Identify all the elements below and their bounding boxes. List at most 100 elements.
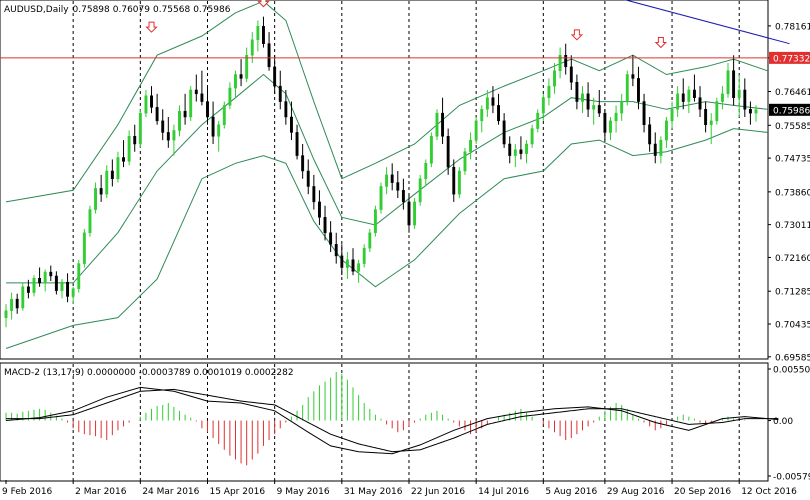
bull-candle xyxy=(138,112,142,145)
bull-candle xyxy=(715,101,719,122)
bear-candle xyxy=(569,66,573,83)
bear-candle xyxy=(407,201,411,226)
macd-plot xyxy=(5,371,779,466)
bear-candle xyxy=(161,120,165,133)
bear-candle xyxy=(575,82,579,102)
price-tick-label: 0.78161 xyxy=(775,22,810,32)
price-tick-label: 0.70435 xyxy=(775,321,810,331)
price-tick-label: 0.71285 xyxy=(775,288,810,298)
bear-candle xyxy=(508,143,512,156)
price-tick-label: 0.75585 xyxy=(775,122,810,132)
bear-candle xyxy=(312,186,316,203)
bull-candle xyxy=(362,247,366,264)
bear-candle xyxy=(648,124,652,145)
bear-candle xyxy=(289,116,293,133)
bear-candle xyxy=(396,182,400,191)
bear-candle xyxy=(401,190,405,203)
bull-candle xyxy=(536,112,540,129)
bear-candle xyxy=(262,26,265,44)
bear-candle xyxy=(390,174,394,183)
bull-candle xyxy=(127,136,131,162)
bull-candle xyxy=(105,170,109,195)
macd-tick-label: 0.00 xyxy=(773,417,793,427)
price-axis: 0.78161 0.77332 0.76461 0.75585 0.74735 0.738… xyxy=(768,22,810,483)
bull-candle xyxy=(189,89,193,118)
bear-candle xyxy=(301,155,305,172)
bull-candle xyxy=(217,124,221,137)
bear-candle xyxy=(642,101,646,125)
down-arrow-icon xyxy=(570,29,584,41)
bull-candle xyxy=(385,174,389,187)
bear-candle xyxy=(323,217,327,233)
time-tick-label: 22 Jun 2016 xyxy=(411,487,465,497)
bull-candle xyxy=(60,281,64,291)
bull-candle xyxy=(709,120,713,125)
bear-candle xyxy=(564,55,568,68)
bear-candle xyxy=(183,110,187,118)
macd-title: MACD-2 (13,17,9) 0.0000000 -0.0003789 0.… xyxy=(4,368,294,378)
bear-candle xyxy=(26,286,30,293)
bull-candle xyxy=(609,120,612,133)
bollinger-bands xyxy=(5,0,768,349)
bear-candle xyxy=(150,95,153,108)
bear-candle xyxy=(334,244,338,257)
ohlc-open: 0.75898 xyxy=(73,5,110,15)
bull-candle xyxy=(553,70,556,87)
bear-candle xyxy=(206,101,209,118)
bull-candle xyxy=(614,112,618,122)
bear-candle xyxy=(122,157,125,162)
bear-candle xyxy=(637,78,640,102)
bull-candle xyxy=(485,97,489,110)
price-tick-label: 0.76461 xyxy=(775,88,810,98)
bear-candle xyxy=(38,278,42,284)
bear-candle xyxy=(155,107,159,122)
time-tick-label: 12 Oct 2016 xyxy=(741,487,797,497)
bear-candle xyxy=(698,97,702,110)
price-tick-label: 0.69585 xyxy=(775,353,810,363)
bull-candle xyxy=(144,95,148,114)
bull-candle xyxy=(541,97,545,114)
bull-candle xyxy=(94,188,98,210)
bull-candle xyxy=(625,74,629,102)
bull-candle xyxy=(256,26,260,41)
macd-panel[interactable] xyxy=(0,362,769,482)
bear-candle xyxy=(284,101,288,118)
price-panel[interactable] xyxy=(0,0,769,360)
bear-candle xyxy=(15,298,19,309)
bull-candle xyxy=(429,136,433,164)
bear-candle xyxy=(692,89,696,98)
bear-candle xyxy=(743,89,747,110)
bear-candle xyxy=(306,170,310,187)
bear-candle xyxy=(597,105,601,114)
bear-candle xyxy=(704,109,708,125)
bull-candle xyxy=(737,89,741,98)
macd-line xyxy=(5,386,779,455)
bull-candle xyxy=(435,112,439,137)
bear-candle xyxy=(267,43,271,68)
bear-candle xyxy=(200,93,204,102)
bull-candle xyxy=(592,105,596,110)
bull-candle xyxy=(32,278,36,293)
bear-candle xyxy=(273,66,277,87)
bull-candle xyxy=(726,70,730,95)
bear-candle xyxy=(603,112,607,133)
bull-candle xyxy=(463,151,467,172)
bull-candle xyxy=(116,157,120,179)
bull-candle xyxy=(720,93,724,102)
bull-candle xyxy=(480,109,484,122)
bear-candle xyxy=(631,74,635,79)
time-tick-label: 5 Aug 2016 xyxy=(545,487,597,497)
resistance-level-label: 0.77332 xyxy=(773,54,810,64)
grid-lines xyxy=(72,1,740,480)
bull-candle xyxy=(71,288,75,297)
down-arrow-icon xyxy=(145,21,158,33)
bull-candle xyxy=(664,120,668,141)
bull-candle xyxy=(525,143,528,154)
bull-candle xyxy=(250,39,254,56)
time-tick-label: 29 Aug 2016 xyxy=(607,487,665,497)
bull-candle xyxy=(368,232,372,249)
macd-tick-label: 0.005503 xyxy=(773,366,810,376)
lower-band xyxy=(5,128,768,349)
bear-candle xyxy=(66,281,70,297)
